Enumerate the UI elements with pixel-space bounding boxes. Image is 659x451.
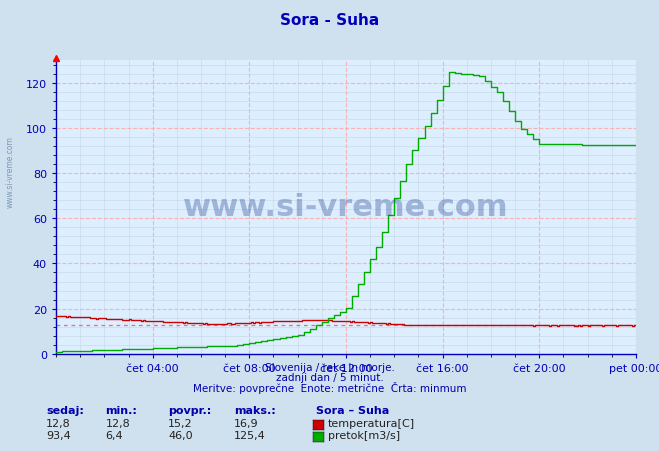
- Text: 6,4: 6,4: [105, 430, 123, 440]
- Text: 16,9: 16,9: [234, 418, 258, 428]
- Text: 93,4: 93,4: [46, 430, 71, 440]
- Text: www.si-vreme.com: www.si-vreme.com: [183, 193, 509, 222]
- Text: temperatura[C]: temperatura[C]: [328, 418, 415, 428]
- Text: povpr.:: povpr.:: [168, 405, 212, 414]
- Text: maks.:: maks.:: [234, 405, 275, 414]
- Text: pretok[m3/s]: pretok[m3/s]: [328, 430, 400, 440]
- Text: zadnji dan / 5 minut.: zadnji dan / 5 minut.: [275, 372, 384, 382]
- Text: 12,8: 12,8: [105, 418, 130, 428]
- Text: www.si-vreme.com: www.si-vreme.com: [5, 135, 14, 207]
- Text: 15,2: 15,2: [168, 418, 192, 428]
- Text: 12,8: 12,8: [46, 418, 71, 428]
- Text: Meritve: povprečne  Enote: metrične  Črta: minmum: Meritve: povprečne Enote: metrične Črta:…: [192, 382, 467, 394]
- Text: 46,0: 46,0: [168, 430, 192, 440]
- Text: Sora – Suha: Sora – Suha: [316, 405, 389, 414]
- Text: 125,4: 125,4: [234, 430, 266, 440]
- Text: sedaj:: sedaj:: [46, 405, 84, 414]
- Text: Sora - Suha: Sora - Suha: [280, 13, 379, 28]
- Text: Slovenija / reke in morje.: Slovenija / reke in morje.: [264, 363, 395, 373]
- Text: min.:: min.:: [105, 405, 137, 414]
